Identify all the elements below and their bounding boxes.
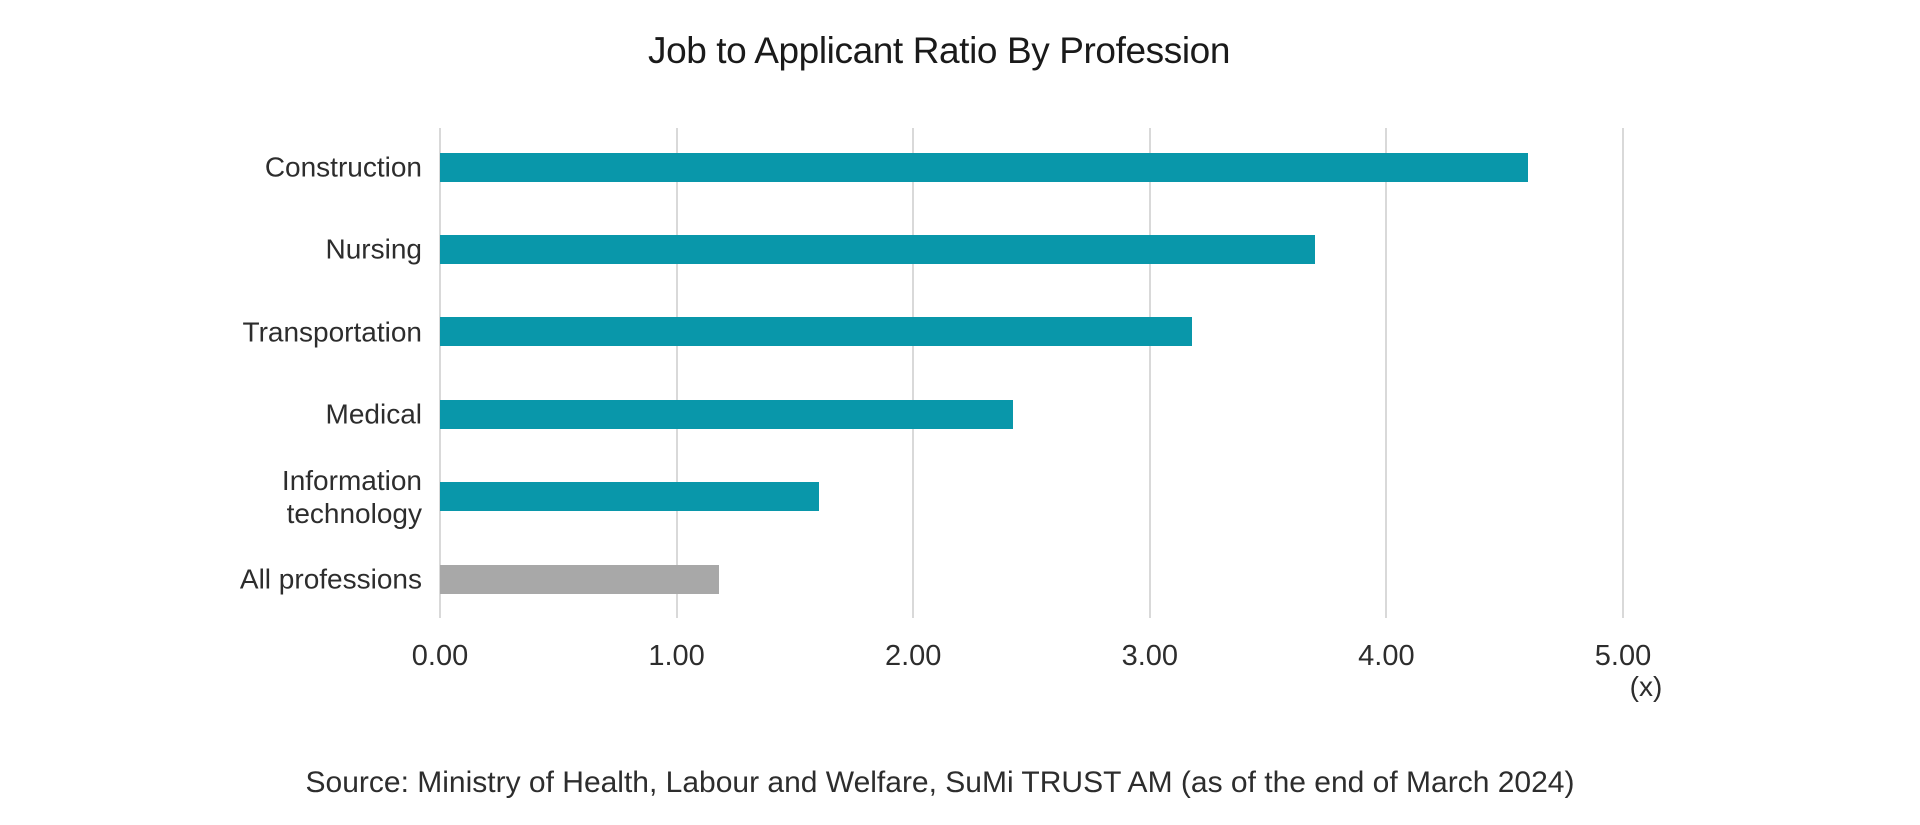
x-tick-label: 2.00 bbox=[884, 640, 942, 672]
category-label-medical: Medical bbox=[325, 398, 422, 430]
category-label-all-professions: All professions bbox=[239, 563, 422, 595]
gridline-x-4.00 bbox=[1385, 128, 1388, 618]
category-label-transportation: Transportation bbox=[242, 316, 423, 348]
x-tick-label: 1.00 bbox=[648, 640, 705, 672]
x-tick-label: 4.00 bbox=[1358, 640, 1415, 672]
x-tick-label: 3.00 bbox=[1121, 640, 1179, 672]
gridline-x-2.00 bbox=[912, 128, 915, 618]
bar-all-professions bbox=[440, 564, 720, 594]
bar-information-technology bbox=[440, 482, 819, 512]
bar-medical bbox=[440, 399, 1013, 429]
gridline-x-3.00 bbox=[1148, 128, 1151, 618]
x-axis-unit-label: (x) bbox=[1629, 671, 1663, 702]
gridline-x-5.00 bbox=[1622, 128, 1624, 618]
bar-nursing bbox=[440, 234, 1316, 264]
category-label-information-technology: Information technology bbox=[281, 464, 422, 529]
source-note: Source: Ministry of Health, Labour and W… bbox=[305, 766, 1575, 799]
bar-construction bbox=[440, 152, 1529, 182]
category-label-construction: Construction bbox=[264, 151, 422, 183]
gridline-x-0.00 bbox=[439, 128, 441, 618]
x-tick-label: 0.00 bbox=[411, 640, 469, 672]
x-tick-label: 5.00 bbox=[1594, 640, 1652, 672]
bar-transportation bbox=[440, 317, 1193, 347]
category-label-nursing: Nursing bbox=[325, 233, 422, 265]
chart-title: Job to Applicant Ratio By Profession bbox=[647, 30, 1231, 71]
gridline-x-1.00 bbox=[675, 128, 678, 618]
